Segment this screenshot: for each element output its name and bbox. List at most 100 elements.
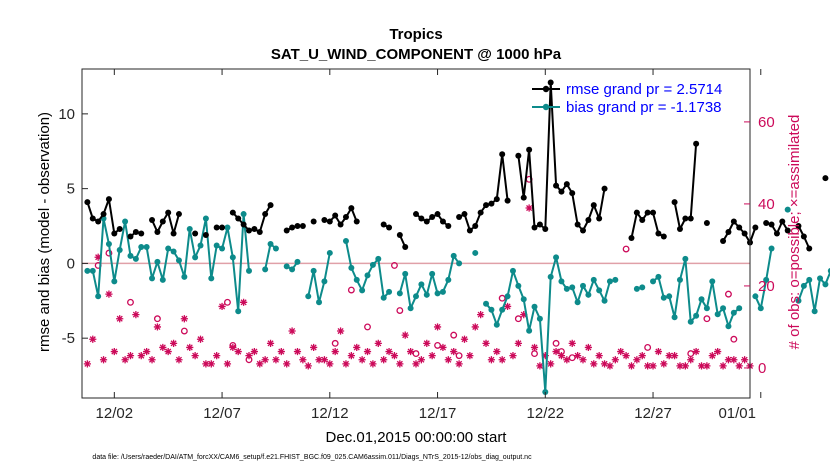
- obs-assimilated-point: [110, 347, 118, 356]
- bias-point: [687, 318, 694, 325]
- rmse-point: [703, 220, 710, 227]
- bias-point: [703, 305, 710, 312]
- obs-assimilated-point: [563, 356, 571, 364]
- bias-point: [445, 276, 452, 283]
- x-tick-label: 12/22: [527, 405, 565, 422]
- rmse-point: [563, 181, 570, 188]
- rmse-point: [574, 221, 581, 228]
- bias-point: [321, 278, 328, 285]
- bias-point: [763, 276, 770, 283]
- rmse-point: [192, 230, 199, 237]
- bias-point: [423, 291, 430, 298]
- bias-point: [219, 245, 226, 252]
- rmse-point: [504, 197, 511, 204]
- bias-point: [224, 224, 231, 231]
- bias-point: [563, 285, 570, 292]
- bias-point: [375, 255, 382, 262]
- obs-assimilated-point: [644, 362, 652, 370]
- x-tick-label: 01/01: [718, 405, 756, 422]
- bias-point: [509, 267, 516, 274]
- rmse-point: [402, 243, 409, 250]
- rmse-point: [111, 230, 118, 237]
- bias-point: [138, 243, 145, 250]
- obs-assimilated-point: [455, 360, 463, 368]
- bias-point: [89, 267, 96, 274]
- rmse-point: [676, 226, 683, 233]
- obs-assimilated-point: [261, 356, 269, 364]
- obs-assimilated-point: [196, 335, 205, 343]
- bias-line: [797, 270, 830, 313]
- obs-assimilated-point: [159, 343, 167, 352]
- y-tick-label: -5: [62, 330, 75, 347]
- y2-tick-label: 20: [758, 278, 775, 295]
- bias-point: [413, 293, 419, 300]
- obs-assimilated-point: [708, 352, 716, 360]
- obs-assimilated-point: [622, 352, 630, 360]
- bias-point: [364, 272, 371, 279]
- bias-point: [289, 266, 296, 273]
- obs-assimilated-point: [121, 356, 129, 364]
- rmse-point: [132, 229, 139, 236]
- x-tick-label: 12/17: [419, 405, 457, 422]
- bias-point: [569, 284, 576, 291]
- bias-point: [342, 237, 349, 244]
- obs-assimilated-point: [358, 356, 366, 364]
- rmse-point: [768, 221, 775, 228]
- rmse-point: [353, 218, 360, 225]
- obs-assimilated-point: [369, 360, 377, 368]
- obs-assimilated-point: [423, 339, 431, 347]
- rmse-point: [488, 200, 495, 207]
- rmse-point: [531, 224, 538, 231]
- obs-assimilated-point: [175, 356, 183, 364]
- plot-area: [81, 68, 830, 399]
- rmse-point: [553, 182, 560, 189]
- rmse-point: [267, 202, 274, 209]
- bias-point: [353, 276, 360, 283]
- bias-point: [596, 287, 603, 294]
- rmse-point: [773, 230, 780, 237]
- rmse-point: [730, 218, 737, 225]
- obs-assimilated-point: [229, 343, 237, 352]
- obs-assimilated-point: [606, 362, 614, 370]
- obs-assimilated-point: [719, 362, 727, 370]
- bias-point: [175, 257, 182, 264]
- y-axis-right: 0 20 40 60: [744, 114, 775, 377]
- bias-point: [650, 278, 657, 285]
- bias-point: [181, 273, 188, 280]
- obs-assimilated-point: [584, 343, 592, 352]
- rmse-point: [536, 221, 543, 228]
- obs-assimilated-point: [105, 290, 113, 298]
- rmse-point: [736, 224, 743, 231]
- y2-tick-label: 40: [758, 196, 775, 213]
- obs-assimilated-point: [137, 352, 145, 360]
- obs-possible-point: [644, 343, 652, 351]
- bias-point: [127, 252, 134, 259]
- bias-point: [229, 254, 236, 261]
- obs-assimilated-point: [293, 347, 302, 356]
- obs-assimilated-point: [169, 339, 178, 347]
- rmse-point: [429, 214, 436, 221]
- obs-assimilated-point: [579, 356, 587, 364]
- bias-point: [633, 285, 640, 292]
- legend-bias-text: bias grand pr = -1.1738: [566, 99, 722, 116]
- obs-possible-point: [498, 294, 506, 302]
- obs-layer: [83, 175, 754, 370]
- obs-assimilated-point: [191, 352, 199, 360]
- bias-point: [827, 267, 830, 274]
- rmse-point: [547, 79, 554, 86]
- bias-point: [310, 267, 317, 274]
- bias-point: [95, 293, 102, 300]
- obs-assimilated-point: [568, 339, 576, 347]
- bias-point: [531, 303, 538, 310]
- rmse-point: [262, 211, 269, 218]
- bias-point: [504, 293, 511, 300]
- obs-assimilated-point: [536, 362, 544, 370]
- bias-point: [612, 276, 619, 283]
- obs-assimilated-point: [557, 352, 566, 360]
- rmse-point: [526, 146, 533, 153]
- obs-assimilated-point: [703, 362, 711, 370]
- chart-subtitle: SAT_U_WIND_COMPONENT @ 1000 hPa: [271, 46, 562, 63]
- rmse-point: [477, 209, 484, 216]
- bias-point: [817, 275, 824, 282]
- bias-point: [192, 254, 199, 261]
